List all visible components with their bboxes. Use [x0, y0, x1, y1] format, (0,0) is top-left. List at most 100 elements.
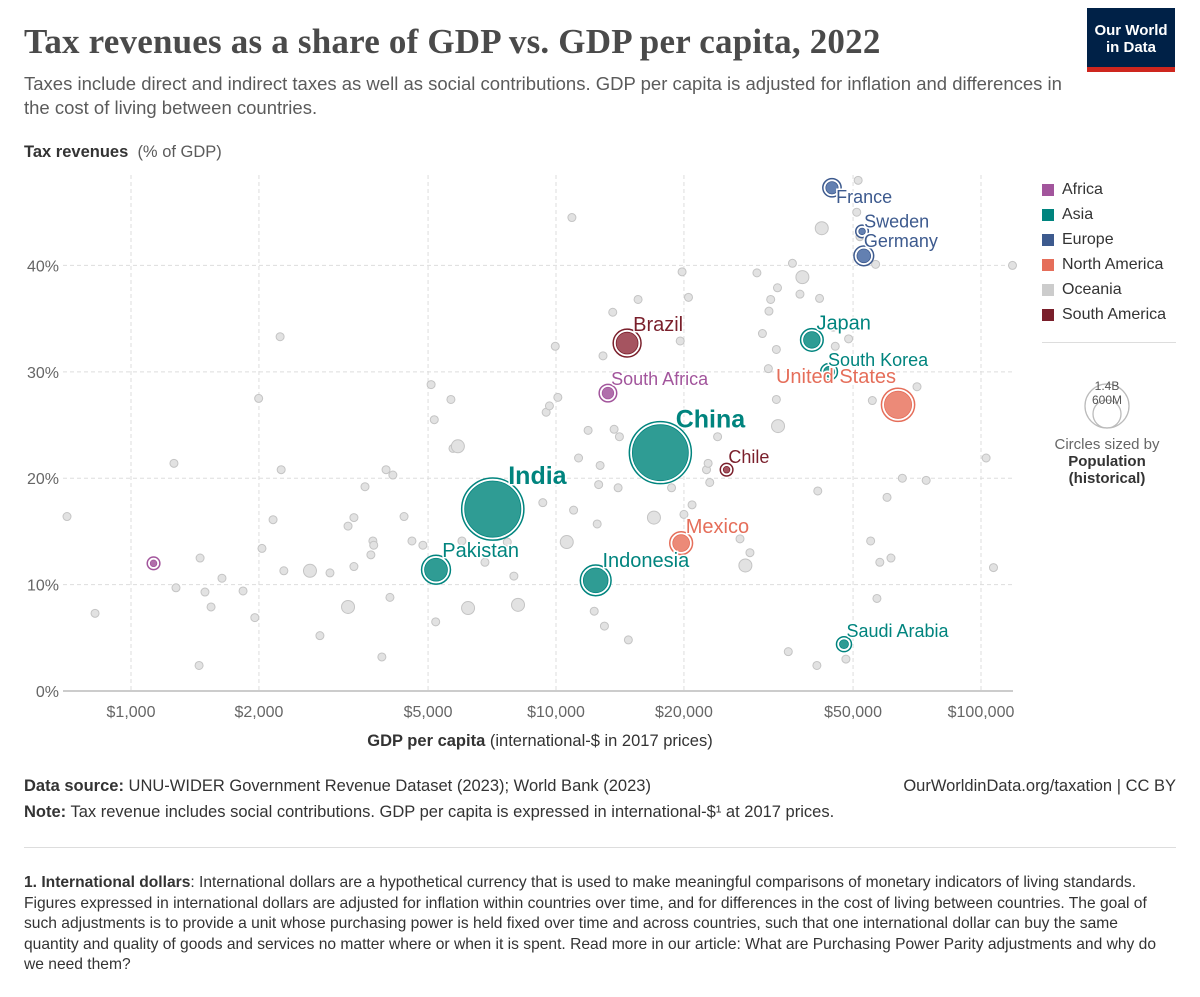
data-point-other — [608, 307, 618, 317]
data-point-other — [315, 631, 325, 641]
data-point-other — [1007, 260, 1017, 270]
data-point-united-states — [884, 390, 913, 419]
data-label: South Africa — [611, 369, 709, 389]
data-point-other — [62, 512, 72, 522]
data-point-other — [852, 207, 862, 217]
legend-swatch — [1042, 259, 1054, 271]
data-point-other — [257, 543, 267, 553]
legend-label: Africa — [1062, 181, 1103, 198]
data-point-other — [886, 553, 896, 563]
size-legend-small-label: 600M — [1092, 393, 1122, 407]
legend-item-oceania[interactable]: Oceania — [1042, 281, 1122, 299]
logo-line-1: Our World — [1094, 22, 1168, 39]
data-point-other — [844, 334, 854, 344]
legend-item-north-america[interactable]: North America — [1042, 256, 1163, 274]
data-point-france — [825, 181, 839, 195]
size-legend-small-circle — [1092, 399, 1122, 429]
data-label: Chile — [728, 447, 769, 467]
data-point-other — [677, 267, 687, 277]
y-axis-label: Tax revenues (% of GDP) — [24, 143, 222, 162]
data-label: Saudi Arabia — [846, 621, 949, 641]
footnote: 1. International dollars: International … — [24, 873, 1174, 976]
data-source-text[interactable]: UNU-WIDER Government Revenue Dataset (20… — [128, 777, 651, 795]
data-point-other — [369, 540, 379, 550]
data-point-other — [385, 592, 395, 602]
data-point-indonesia — [582, 567, 609, 594]
data-point-other — [815, 293, 825, 303]
data-point-other — [217, 573, 227, 583]
legend-item-south-america[interactable]: South America — [1042, 306, 1166, 324]
data-point-other — [268, 515, 278, 525]
data-point-other — [645, 371, 655, 381]
data-point-saudi-arabia — [839, 639, 849, 650]
y-axis-unit: (% of GDP) — [137, 143, 222, 161]
data-point-other — [871, 259, 881, 269]
note-label: Note: — [24, 803, 67, 821]
legend-label: Oceania — [1062, 281, 1122, 298]
size-legend-variable-line2: (historical) — [1068, 470, 1146, 487]
data-point-other — [766, 294, 776, 304]
data-point-other — [679, 509, 689, 519]
legend-swatch — [1042, 234, 1054, 246]
data-label: India — [508, 462, 567, 490]
data-point-other — [872, 593, 882, 603]
data-point-other — [598, 351, 608, 361]
legend-item-asia[interactable]: Asia — [1042, 206, 1093, 224]
y-tick-label: 0% — [36, 684, 59, 701]
footnote-text: : International dollars are a hypothetic… — [24, 874, 1156, 974]
data-point-other — [538, 498, 548, 508]
data-point-other — [509, 571, 519, 581]
data-point-other — [457, 536, 467, 546]
data-point-other — [623, 635, 633, 645]
size-legend: 1.4B 600M Circles sized by Population (h… — [1040, 376, 1174, 487]
x-axis-label: GDP per capita (international-$ in 2017 … — [0, 732, 1080, 751]
data-point-other — [738, 558, 753, 573]
data-point-other — [399, 512, 409, 522]
size-legend-variable[interactable]: Population (historical) — [1040, 453, 1174, 487]
x-tick-label: $2,000 — [234, 704, 283, 721]
data-point-other — [377, 652, 387, 662]
data-point-other — [511, 597, 526, 612]
data-point-other — [418, 540, 428, 550]
size-legend-variable-line1: Population — [1068, 453, 1146, 470]
x-tick-label: $1,000 — [107, 704, 156, 721]
legend-label: North America — [1062, 256, 1164, 273]
data-point-other — [583, 425, 593, 435]
data-point-other — [567, 213, 577, 223]
data-point-other — [595, 460, 605, 470]
data-label: France — [836, 187, 892, 207]
legend-item-africa[interactable]: Africa — [1042, 181, 1103, 199]
data-point-other — [897, 473, 907, 483]
data-point-other — [771, 344, 781, 354]
data-point-other — [787, 258, 797, 268]
data-point-other — [194, 660, 204, 670]
legend-label: South America — [1062, 306, 1167, 323]
data-point-other — [599, 621, 609, 631]
legend-label: Europe — [1062, 231, 1114, 248]
x-axis-title: GDP per capita — [367, 732, 486, 750]
data-point-pakistan — [424, 557, 448, 582]
data-point-other — [675, 336, 685, 346]
data-point-other — [613, 483, 623, 493]
data-point-other — [429, 415, 439, 425]
data-point-other — [461, 601, 476, 616]
data-point-other — [388, 470, 398, 480]
data-point-other — [90, 608, 100, 618]
data-point-other — [594, 480, 604, 490]
data-label: Pakistan — [442, 540, 519, 562]
data-point-other — [813, 486, 823, 496]
data-point-other — [343, 521, 353, 531]
x-tick-label: $5,000 — [404, 704, 453, 721]
credit-link[interactable]: OurWorldinData.org/taxation | CC BY — [903, 777, 1176, 795]
data-point-japan — [803, 331, 821, 349]
legend-item-europe[interactable]: Europe — [1042, 231, 1114, 249]
y-tick-label: 20% — [27, 471, 59, 488]
y-axis-title: Tax revenues — [24, 143, 129, 161]
data-point-china — [631, 424, 689, 482]
legend-swatch — [1042, 184, 1054, 196]
data-label: Mexico — [686, 516, 749, 538]
owid-logo[interactable]: Our World in Data — [1087, 8, 1175, 72]
data-point-other — [544, 401, 554, 411]
data-point-other — [407, 536, 417, 546]
data-point-other — [446, 394, 456, 404]
